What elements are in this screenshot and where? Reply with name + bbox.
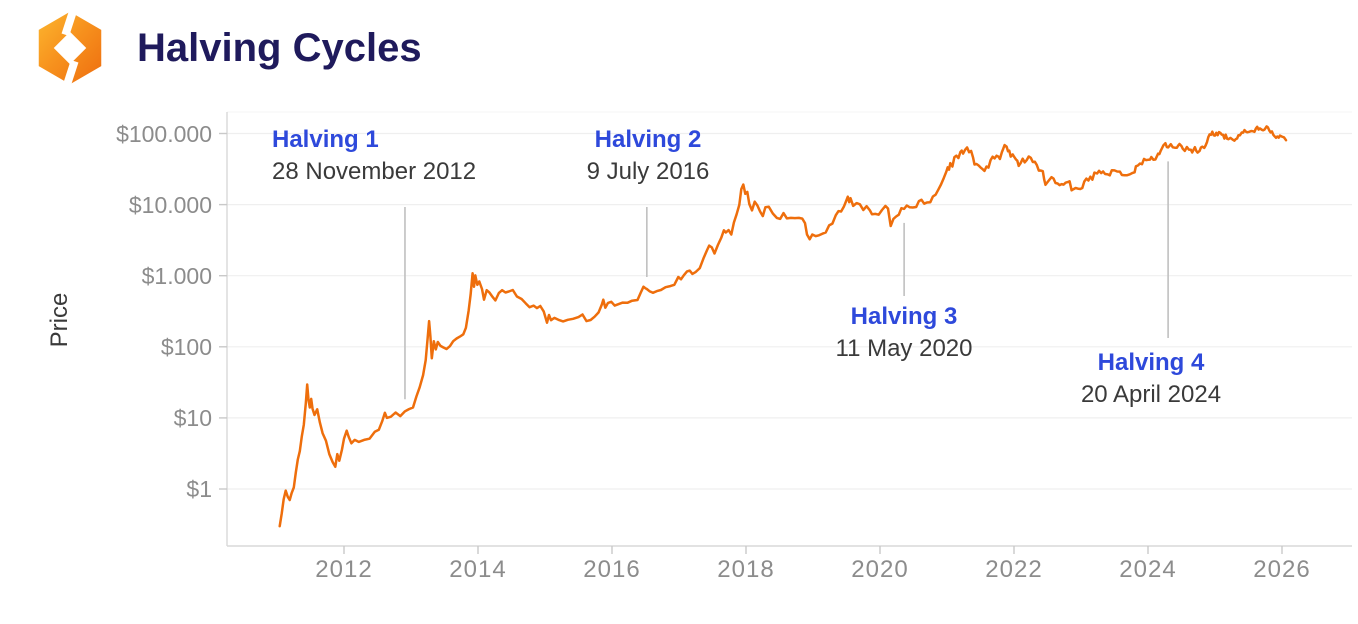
halving-2-label: Halving 2 [594,126,702,153]
annotation-halving-1: Halving 1 28 November 2012 [272,124,492,188]
y-axis-tick-label: $100 [160,333,212,360]
x-axis-tick-label: 2022 [985,556,1043,583]
y-axis-tick-label: $10 [173,404,212,431]
x-axis-tick-label: 2020 [851,556,909,583]
x-axis-tick-label: 2024 [1119,556,1177,583]
halving-4-label: Halving 4 [1097,349,1205,376]
annotation-halving-3: Halving 3 11 May 2020 [820,301,988,365]
bitcoin-price-line [278,125,1288,528]
coinglass-hexagon-logo-icon [30,4,110,92]
y-axis-tick-label: $1.000 [141,262,212,289]
x-axis-tick-label: 2018 [717,556,775,583]
halving-4-date: 20 April 2024 [1080,381,1222,408]
annotation-halving-4: Halving 4 20 April 2024 [1067,347,1235,411]
annotation-halving-2: Halving 2 9 July 2016 [566,124,730,188]
y-axis-tick-label: $1 [186,476,212,502]
x-axis-tick-label: 2012 [315,556,373,583]
x-axis-tick-label: 2026 [1253,556,1311,583]
x-axis-tick-label: 2014 [449,556,507,583]
halving-1-date: 28 November 2012 [272,158,477,185]
y-axis-tick-label: $100.000 [116,120,212,147]
halving-3-date: 11 May 2020 [835,335,973,362]
page-title: Halving Cycles [137,26,422,70]
halving-2-date: 9 July 2016 [586,158,710,185]
x-axis-tick-label: 2016 [583,556,641,583]
halving-1-label: Halving 1 [272,126,379,153]
y-axis-tick-label: $10.000 [128,191,212,218]
halving-3-label: Halving 3 [850,303,958,330]
